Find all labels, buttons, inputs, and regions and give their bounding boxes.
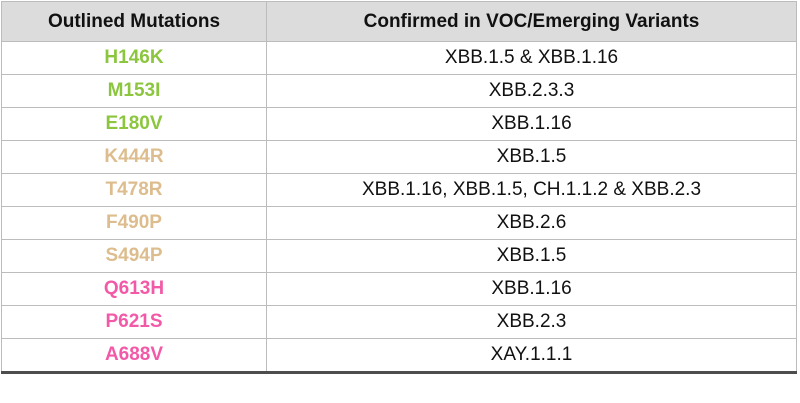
mutation-cell: P621S (1, 305, 267, 339)
variant-cell: XBB.2.3 (266, 305, 797, 339)
mutation-cell: A688V (1, 338, 267, 373)
table-row: K444R XBB.1.5 (1, 140, 797, 174)
variant-cell: XBB.2.3.3 (266, 74, 797, 108)
variant-cell: XBB.1.16 (266, 107, 797, 141)
mutation-cell: T478R (1, 173, 267, 207)
table-row: F490P XBB.2.6 (1, 206, 797, 240)
table-row: M153I XBB.2.3.3 (1, 74, 797, 108)
table-row: E180V XBB.1.16 (1, 107, 797, 141)
header-confirmed-variants: Confirmed in VOC/Emerging Variants (266, 1, 797, 42)
table-row: P621S XBB.2.3 (1, 305, 797, 339)
table-row: S494P XBB.1.5 (1, 239, 797, 273)
variant-cell: XBB.1.5 & XBB.1.16 (266, 41, 797, 75)
variant-cell: XBB.1.16, XBB.1.5, CH.1.1.2 & XBB.2.3 (266, 173, 797, 207)
table-row: Q613H XBB.1.16 (1, 272, 797, 306)
variant-cell: XBB.2.6 (266, 206, 797, 240)
mutation-cell: E180V (1, 107, 267, 141)
table-row: A688V XAY.1.1.1 (1, 338, 797, 373)
mutations-table: Outlined Mutations Confirmed in VOC/Emer… (1, 1, 797, 374)
mutation-cell: S494P (1, 239, 267, 273)
table-row: T478R XBB.1.16, XBB.1.5, CH.1.1.2 & XBB.… (1, 173, 797, 207)
mutation-cell: F490P (1, 206, 267, 240)
variant-cell: XBB.1.16 (266, 272, 797, 306)
variant-cell: XAY.1.1.1 (266, 338, 797, 373)
variant-cell: XBB.1.5 (266, 239, 797, 273)
table-header: Outlined Mutations Confirmed in VOC/Emer… (1, 1, 797, 42)
header-outlined-mutations: Outlined Mutations (1, 1, 267, 42)
header-row: Outlined Mutations Confirmed in VOC/Emer… (1, 1, 797, 42)
mutation-cell: M153I (1, 74, 267, 108)
table-body: H146K XBB.1.5 & XBB.1.16 M153I XBB.2.3.3… (1, 41, 797, 373)
mutation-cell: H146K (1, 41, 267, 75)
table-row: H146K XBB.1.5 & XBB.1.16 (1, 41, 797, 75)
mutation-cell: Q613H (1, 272, 267, 306)
variant-cell: XBB.1.5 (266, 140, 797, 174)
mutation-cell: K444R (1, 140, 267, 174)
